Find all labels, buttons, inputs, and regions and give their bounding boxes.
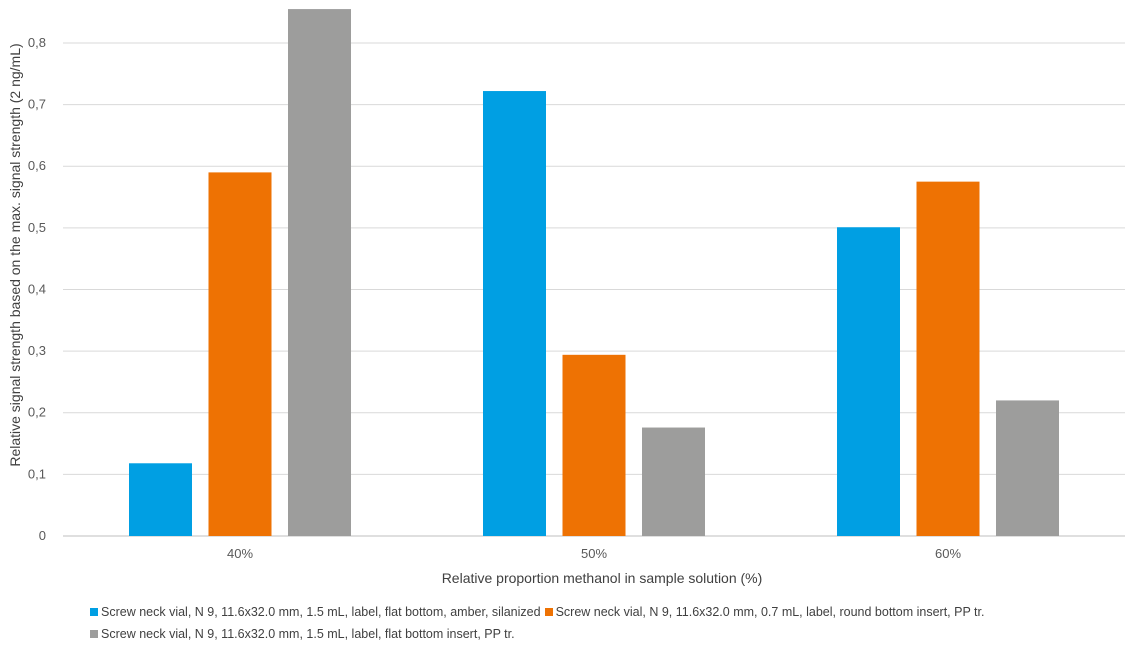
legend-swatch: [544, 608, 553, 616]
x-tick-label: 50%: [581, 546, 607, 561]
x-axis-title: Relative proportion methanol in sample s…: [442, 570, 763, 586]
bar-series-3-40pct: [288, 9, 351, 536]
y-tick-label: 0,5: [28, 220, 46, 235]
y-tick-label: 0,6: [28, 158, 46, 173]
bar-chart: 0 0,1 0,2 0,3 0,4 0,5 0,6 0,7 0,8 40% 50% 60% Rela…: [7, 9, 1125, 586]
bar-series-2-40pct: [208, 172, 272, 536]
bars: [129, 9, 1059, 537]
x-tick-label: 40%: [227, 546, 253, 561]
bar-series-3-50pct: [642, 427, 705, 536]
bar-series-3-60pct: [996, 400, 1059, 536]
x-tick-label: 60%: [935, 546, 961, 561]
bar-series-1-60pct: [837, 227, 900, 536]
y-tick-label: 0,1: [28, 466, 46, 481]
legend-label: Screw neck vial, N 9, 11.6x32.0 mm, 0.7 …: [555, 605, 985, 619]
bar-series-1-50pct: [483, 91, 546, 536]
legend-label: Screw neck vial, N 9, 11.6x32.0 mm, 1.5 …: [101, 627, 515, 641]
y-tick-label: 0,7: [28, 97, 46, 112]
legend-item: Screw neck vial, N 9, 11.6x32.0 mm, 1.5 …: [90, 623, 515, 645]
y-tick-label: 0: [39, 528, 46, 543]
bar-series-1-40pct: [129, 463, 192, 536]
legend-item: Screw neck vial, N 9, 11.6x32.0 mm, 1.5 …: [90, 601, 541, 623]
legend-label: Screw neck vial, N 9, 11.6x32.0 mm, 1.5 …: [101, 605, 541, 619]
legend: Screw neck vial, N 9, 11.6x32.0 mm, 1.5 …: [90, 601, 1120, 645]
y-tick-label: 0,3: [28, 343, 46, 358]
legend-swatch: [90, 630, 98, 638]
y-axis-title: Relative signal strength based on the ma…: [7, 43, 23, 466]
y-tick-label: 0,2: [28, 405, 46, 420]
x-tick-labels: 40% 50% 60%: [227, 546, 961, 561]
bar-series-2-50pct: [562, 354, 626, 536]
y-tick-label: 0,4: [28, 281, 46, 296]
legend-swatch: [90, 608, 98, 616]
y-tick-label: 0,8: [28, 35, 46, 50]
bar-series-2-60pct: [916, 181, 980, 537]
legend-item: Screw neck vial, N 9, 11.6x32.0 mm, 0.7 …: [544, 601, 985, 623]
y-tick-labels: 0 0,1 0,2 0,3 0,4 0,5 0,6 0,7 0,8: [28, 35, 46, 543]
